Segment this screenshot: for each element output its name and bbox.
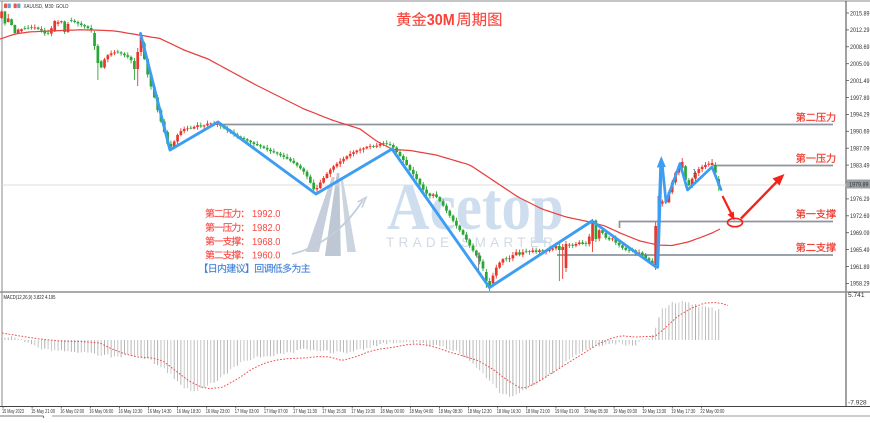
svg-text:TRADE SMARTER: TRADE SMARTER [386,235,557,250]
svg-text:MACD(12,26,9) 3.822 4.195: MACD(12,26,9) 3.822 4.195 [4,295,57,301]
svg-text:1969.09: 1969.09 [850,230,870,237]
svg-text:17 May 19:30: 17 May 19:30 [351,409,375,415]
svg-text:-7.928: -7.928 [848,400,867,407]
svg-text:22 May 00:00: 22 May 00:00 [700,409,724,415]
svg-text:15 May 21:00: 15 May 21:00 [31,409,55,415]
svg-text:2005.09: 2005.09 [850,61,870,68]
svg-text:15 May 2023: 15 May 2023 [2,409,24,415]
svg-text:16 May 10:30: 16 May 10:30 [118,409,142,415]
svg-text:30M: 30M [427,12,455,29]
svg-text:1: 1 [693,170,697,176]
svg-text:1992.0: 1992.0 [252,209,281,220]
svg-text:16 May 02:00: 16 May 02:00 [60,409,84,415]
svg-text:18 May 04:00: 18 May 04:00 [409,409,433,415]
svg-text:19 May 09:30: 19 May 09:30 [613,409,637,415]
svg-text:16 May 06:00: 16 May 06:00 [89,409,113,415]
svg-text:17 May 03:00: 17 May 03:00 [235,409,259,415]
svg-text:1976.29: 1976.29 [850,196,870,203]
svg-text:1960.0: 1960.0 [252,251,281,262]
svg-text:18 May 16:30: 18 May 16:30 [497,409,521,415]
svg-text:18 May 08:30: 18 May 08:30 [439,409,463,415]
svg-text:1987.09: 1987.09 [850,146,870,153]
svg-text:17 May 11:30: 17 May 11:30 [293,409,317,415]
svg-text:18 May 12:30: 18 May 12:30 [468,409,492,415]
svg-text:16 May 18:30: 16 May 18:30 [177,409,201,415]
svg-text:1982.0: 1982.0 [252,223,281,234]
svg-text:17 May 15:30: 17 May 15:30 [322,409,346,415]
svg-text:18 May 21:00: 18 May 21:00 [526,409,550,415]
svg-text:18 May 00:00: 18 May 00:00 [380,409,404,415]
svg-text:XAUUSD, M30: GOLD: XAUUSD, M30: GOLD [24,4,69,10]
svg-text:1994.29: 1994.29 [850,112,870,119]
svg-text:1983.49: 1983.49 [850,162,870,169]
svg-text:1972.69: 1972.69 [850,213,870,220]
svg-text:1965.49: 1965.49 [850,247,870,254]
svg-text:16 May 14:30: 16 May 14:30 [148,409,172,415]
svg-text:5.741: 5.741 [848,292,865,299]
svg-text:19 May 05:30: 19 May 05:30 [584,409,608,415]
svg-text:1968.0: 1968.0 [252,237,281,248]
svg-text:16 May 23:00: 16 May 23:00 [206,409,230,415]
svg-text:1997.89: 1997.89 [850,95,870,102]
svg-text:2015.89: 2015.89 [850,10,870,17]
svg-text:19 May 13:30: 19 May 13:30 [642,409,666,415]
svg-text:1990.69: 1990.69 [850,129,870,136]
svg-text:1979.89: 1979.89 [849,182,869,189]
svg-text:19 May 17:30: 19 May 17:30 [671,409,695,415]
svg-text:2008.69: 2008.69 [850,44,870,51]
svg-text:2001.49: 2001.49 [850,78,870,85]
svg-text:2012.29: 2012.29 [850,27,870,34]
svg-text:1961.89: 1961.89 [850,264,870,271]
svg-text:19 May 01:00: 19 May 01:00 [555,409,579,415]
svg-text:1958.29: 1958.29 [850,281,870,288]
svg-text:17 May 07:00: 17 May 07:00 [264,409,288,415]
